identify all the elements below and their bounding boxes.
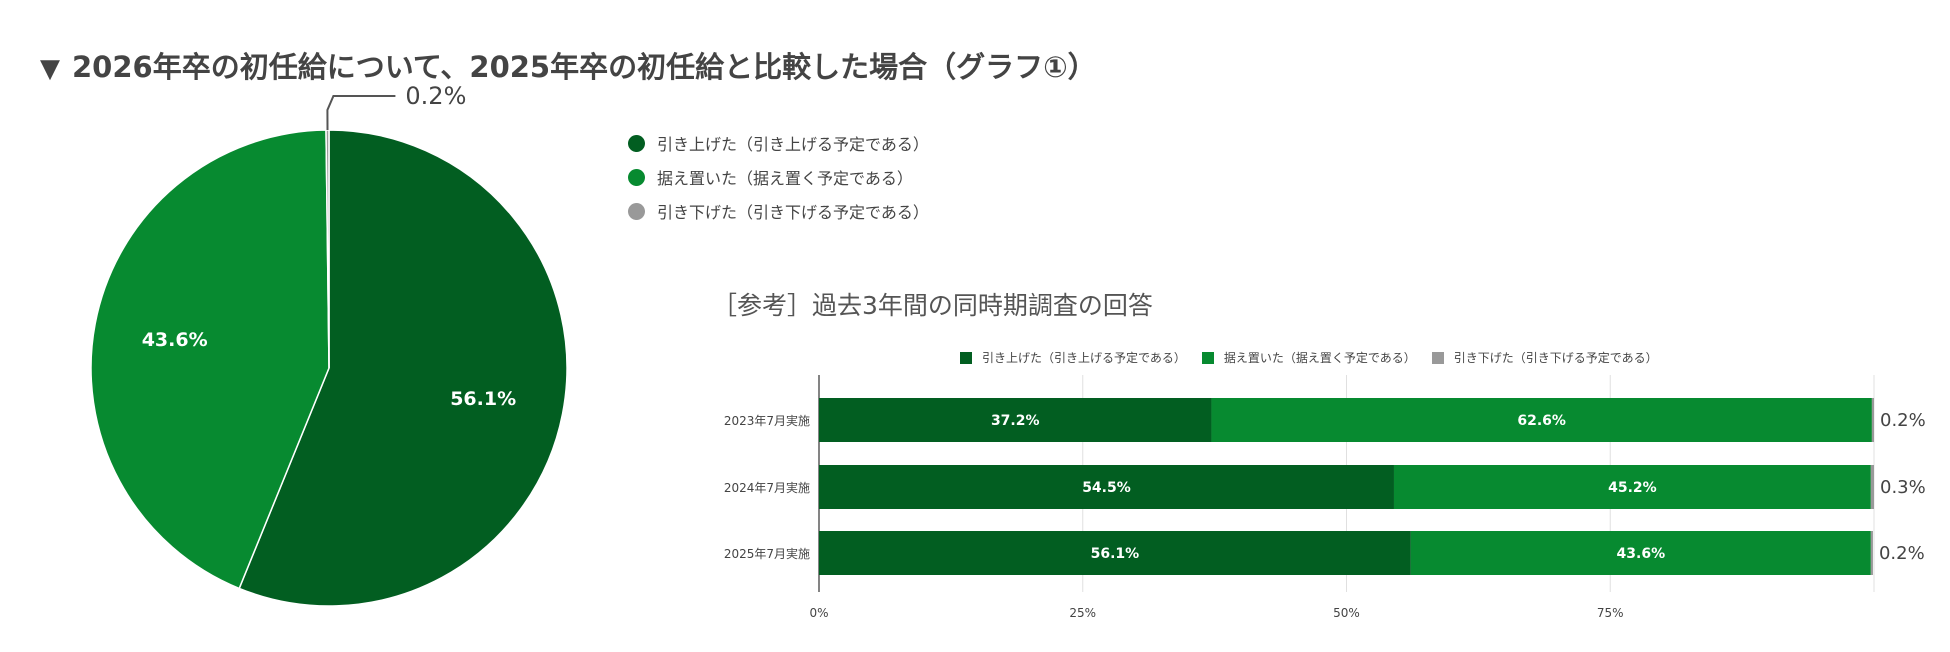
pie-label-raised: 56.1% — [450, 388, 516, 410]
pie-callout-line — [326, 95, 396, 131]
bar-segment-raised — [819, 398, 1212, 442]
pie-slice-raised — [238, 129, 568, 607]
legend-label-lowered: 引き下げた（引き下げる予定である） — [657, 203, 929, 222]
pie-legend: 引き上げた（引き上げる予定である） 据え置いた（据え置く予定である） 引き下げた… — [628, 126, 929, 228]
category-label: 2023年7月実施 — [724, 413, 810, 428]
bar-legend: 引き上げた（引き上げる予定である） 据え置いた（据え置く予定である） 引き下げた… — [960, 349, 1674, 366]
x-tick-label: 75% — [1597, 606, 1624, 620]
pie-label-kept: 43.6% — [142, 329, 208, 351]
legend-dot-lowered — [628, 202, 645, 220]
bar-value-label: 37.2% — [991, 413, 1040, 429]
bar-value-label: 62.6% — [1517, 413, 1566, 429]
category-label: 2024年7月実施 — [724, 480, 810, 495]
bar-segment-lowered — [1870, 531, 1873, 575]
bar-legend-item-raised: 引き上げた（引き上げる予定である） — [960, 349, 1186, 366]
bar-legend-item-lowered: 引き下げた（引き下げる予定である） — [1431, 349, 1658, 366]
legend-dot-raised — [628, 134, 645, 152]
bar-legend-swatch-lowered — [1431, 351, 1444, 364]
legend-item-raised: 引き上げた（引き上げる予定である） — [628, 126, 929, 160]
bar-segment-raised — [819, 465, 1394, 509]
bar-value-label: 45.2% — [1608, 480, 1657, 496]
bar-legend-label-raised: 引き上げた（引き上げる予定である） — [982, 351, 1186, 365]
legend-item-lowered: 引き下げた（引き下げる予定である） — [628, 194, 929, 228]
x-tick-label: 0% — [809, 606, 828, 620]
triangle-down-icon: ▼ — [40, 54, 60, 84]
bar-value-label-lowered: 0.3% — [1880, 477, 1926, 498]
bar-segment-raised — [819, 531, 1411, 575]
legend-dot-kept — [628, 168, 645, 186]
bar-legend-label-kept: 据え置いた（据え置く予定である） — [1223, 351, 1416, 365]
bar-legend-swatch-raised — [960, 351, 972, 364]
pie-chart: 56.1% 43.6% 0.2% — [90, 82, 568, 607]
bar-segment-lowered — [1871, 398, 1874, 442]
bar-value-label: 56.1% — [1091, 546, 1140, 562]
bar-segment-kept — [1393, 465, 1871, 509]
bar-segment-kept — [1410, 531, 1871, 575]
bar-value-label: 54.5% — [1082, 480, 1131, 496]
pie-slice-lowered — [325, 129, 330, 369]
bar-segment-lowered — [1870, 465, 1874, 509]
x-tick-label: 50% — [1333, 606, 1360, 620]
title-text: 2026年卒の初任給について、2025年卒の初任給と比較した場合（グラフ①） — [72, 50, 1097, 84]
bar-legend-item-kept: 据え置いた（据え置く予定である） — [1201, 349, 1416, 366]
bar-value-label: 43.6% — [1617, 546, 1666, 562]
bar-value-label-lowered: 0.2% — [1880, 410, 1926, 431]
legend-label-raised: 引き上げた（引き上げる予定である） — [657, 135, 929, 154]
pie-label-lowered: 0.2% — [405, 82, 466, 110]
bar-value-label-lowered: 0.2% — [1879, 543, 1925, 564]
pie-slice-kept — [90, 129, 330, 590]
page-title: ▼ 2026年卒の初任給について、2025年卒の初任給と比較した場合（グラフ①） — [40, 44, 1097, 86]
x-tick-label: 25% — [1069, 606, 1096, 620]
bar-legend-swatch-kept — [1201, 351, 1214, 364]
legend-item-kept: 据え置いた（据え置く予定である） — [628, 160, 929, 194]
category-label: 2025年7月実施 — [724, 546, 810, 561]
bar-segment-kept — [1211, 398, 1872, 442]
legend-label-kept: 据え置いた（据え置く予定である） — [657, 169, 913, 188]
bar-legend-label-lowered: 引き下げた（引き下げる予定である） — [1453, 351, 1658, 365]
bar-chart-title: ［参考］過去3年間の同時期調査の回答 — [712, 291, 1153, 320]
